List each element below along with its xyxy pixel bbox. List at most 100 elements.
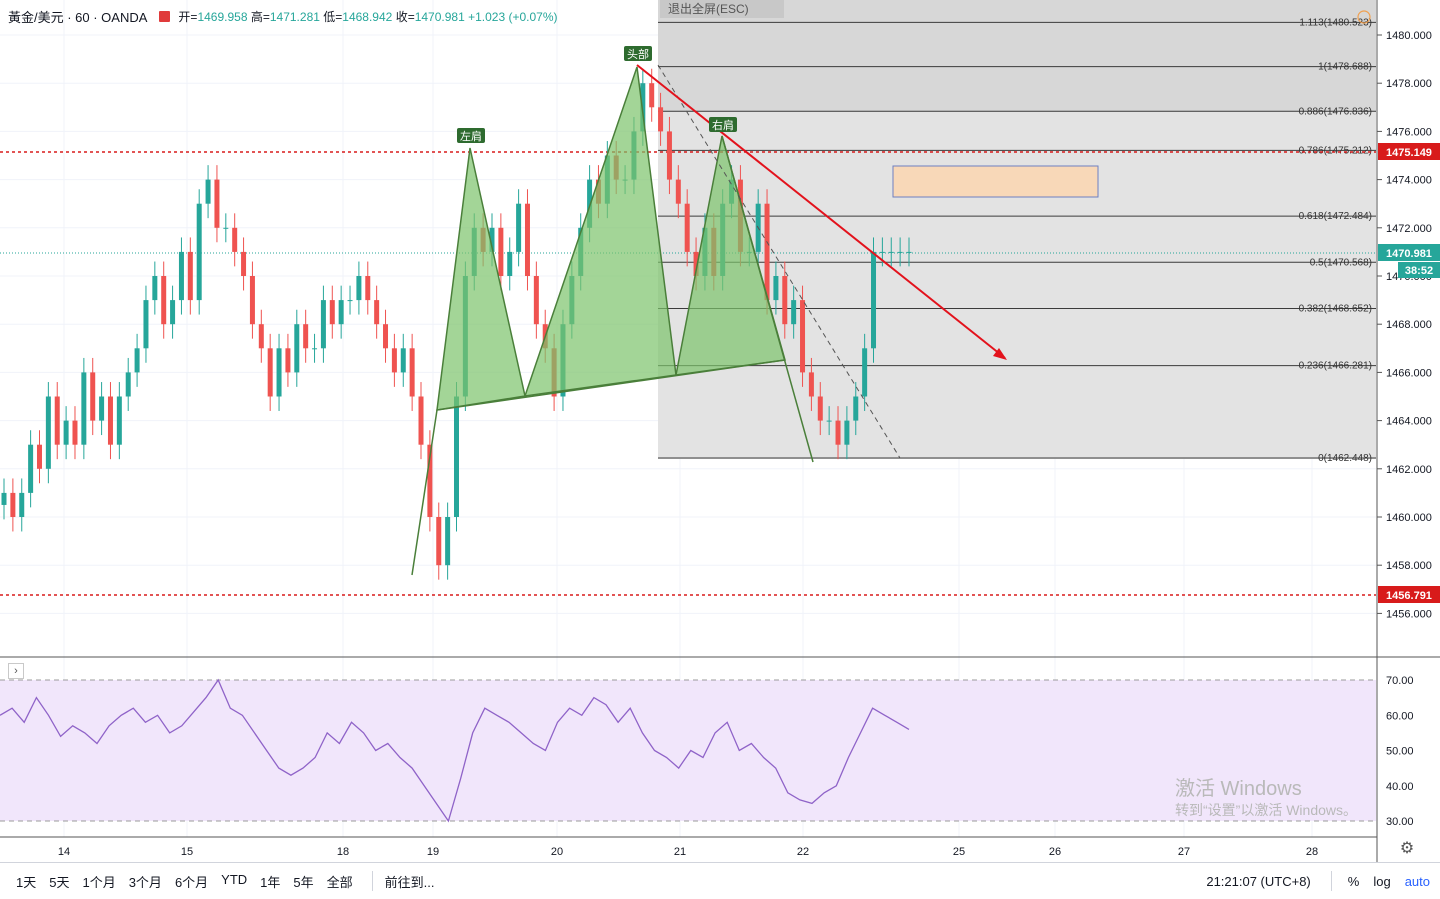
fib-level-label: 0.786(1475.212) bbox=[1299, 145, 1372, 156]
symbol-title[interactable]: 黃金/美元 · 60 · OANDA bbox=[8, 9, 148, 25]
candle-body bbox=[365, 276, 371, 301]
bottom-toolbar: 1天 5天 1个月 3个月 6个月 YTD 1年 5年 全部 前往到... 21… bbox=[0, 862, 1440, 899]
pattern-leg bbox=[721, 135, 814, 463]
candle-body bbox=[835, 420, 841, 445]
timeframe-1m[interactable]: 1个月 bbox=[82, 874, 116, 890]
candle-body bbox=[36, 444, 42, 469]
candle-body bbox=[170, 300, 176, 325]
neckline-trend-arrow[interactable] bbox=[636, 64, 1006, 359]
candle-body bbox=[436, 517, 442, 566]
candle-body bbox=[285, 348, 291, 373]
time-tick-label: 25 bbox=[953, 846, 965, 858]
timeframe-3m[interactable]: 3个月 bbox=[128, 874, 162, 890]
clock-display[interactable]: 21:21:07 (UTC+8) bbox=[1206, 873, 1311, 889]
candle-body bbox=[418, 396, 424, 445]
flag-icon[interactable] bbox=[159, 10, 171, 22]
pattern-triangle-1 bbox=[436, 147, 526, 411]
fib-level-label: 0.618(1472.484) bbox=[1299, 211, 1372, 222]
time-tick-label: 22 bbox=[797, 846, 809, 858]
candle-body bbox=[196, 203, 202, 301]
candle-body bbox=[871, 251, 877, 349]
timeframe-5y[interactable]: 5年 bbox=[293, 874, 314, 890]
svg-text:左肩: 左肩 bbox=[460, 129, 482, 143]
timeframe-6m[interactable]: 6个月 bbox=[174, 874, 209, 890]
candle-body bbox=[666, 131, 672, 180]
pattern-label-head: 头部 bbox=[624, 46, 652, 61]
candle-body bbox=[764, 203, 770, 301]
price-tick-label: 1460.000 bbox=[1386, 512, 1432, 524]
fib-retracement[interactable]: 1.113(1480.523) 1(1478.688) 0.886(1476.836… bbox=[658, 17, 1376, 464]
price-axis[interactable]: 1480.000 1478.000 1476.000 1474.000 1472.000… bbox=[1377, 30, 1432, 620]
price-tick-label: 1474.000 bbox=[1386, 175, 1432, 187]
candle-body bbox=[498, 227, 504, 276]
arrow-head bbox=[993, 348, 1007, 360]
candle-body bbox=[99, 396, 105, 421]
rsi-line bbox=[0, 678, 910, 823]
price-tick-label: 1472.000 bbox=[1386, 223, 1432, 235]
pattern-label-left-shoulder: 左肩 bbox=[457, 128, 485, 143]
pattern-outline bbox=[411, 359, 786, 576]
percent-scale-button[interactable]: % bbox=[1347, 873, 1360, 889]
open-label: 开= bbox=[178, 9, 198, 24]
svg-text:1456.791: 1456.791 bbox=[1386, 590, 1432, 602]
collapse-pane-button[interactable]: › bbox=[8, 663, 24, 679]
log-scale-button[interactable]: log bbox=[1373, 873, 1391, 889]
time-axis[interactable]: 14 15 18 19 20 21 22 25 26 27 28 bbox=[58, 846, 1318, 858]
candle-body bbox=[808, 372, 814, 397]
candle-body bbox=[303, 324, 309, 349]
candle-body bbox=[338, 300, 344, 325]
candle-body bbox=[116, 396, 122, 445]
candle-body bbox=[19, 492, 25, 517]
candle-body bbox=[844, 420, 850, 445]
timeframe-1d[interactable]: 1天 bbox=[16, 874, 37, 890]
candle-body bbox=[347, 300, 353, 302]
timeframe-1y[interactable]: 1年 bbox=[260, 874, 281, 890]
candle-body bbox=[81, 372, 87, 445]
candle-body bbox=[853, 396, 859, 421]
candle-body bbox=[329, 300, 335, 325]
candle-body bbox=[675, 179, 681, 204]
dashed-trendline[interactable] bbox=[657, 64, 901, 459]
timeframe-all[interactable]: 全部 bbox=[326, 874, 353, 890]
candle-body bbox=[205, 179, 211, 204]
candle-body bbox=[90, 372, 96, 421]
fib-level-label: 1.113(1480.523) bbox=[1299, 17, 1372, 28]
fib-zone-top bbox=[658, 0, 1376, 112]
time-tick-label: 20 bbox=[551, 846, 563, 858]
candle-body bbox=[45, 396, 51, 469]
time-tick-label: 18 bbox=[337, 846, 349, 858]
candle-body bbox=[54, 396, 60, 445]
goto-button[interactable]: 前往到... bbox=[384, 874, 435, 890]
timeframe-5d[interactable]: 5天 bbox=[49, 874, 70, 890]
target-box[interactable] bbox=[892, 165, 1099, 198]
low-value: 1468.942 bbox=[342, 9, 393, 24]
time-tick-label: 15 bbox=[181, 846, 193, 858]
candle-body bbox=[276, 348, 282, 397]
rsi-tick-label: 60.00 bbox=[1386, 710, 1414, 722]
settings-gear-icon[interactable]: ⚙ bbox=[1399, 840, 1415, 857]
head-shoulders-pattern[interactable] bbox=[411, 66, 814, 576]
auto-scale-button[interactable]: auto bbox=[1404, 873, 1430, 889]
time-tick-label: 21 bbox=[674, 846, 686, 858]
candle-body bbox=[267, 348, 273, 397]
toolbar-divider bbox=[371, 871, 373, 891]
exit-fullscreen-button[interactable]: 退出全屏(ESC) bbox=[660, 0, 784, 18]
rsi-axis[interactable]: 70.00 60.00 50.00 40.00 30.00 bbox=[1386, 675, 1414, 828]
candle-body bbox=[800, 300, 806, 373]
candle-body bbox=[445, 517, 451, 566]
high-label: 高= bbox=[250, 9, 270, 24]
candle-body bbox=[400, 348, 406, 373]
timeframe-buttons: 1天 5天 1个月 3个月 6个月 YTD 1年 5年 全部 bbox=[16, 872, 366, 891]
fib-level-label: 1(1478.688) bbox=[1318, 62, 1372, 73]
candle-body bbox=[10, 492, 16, 517]
candle-body bbox=[28, 444, 34, 493]
candle-body bbox=[791, 300, 797, 325]
time-tick-label: 26 bbox=[1049, 846, 1061, 858]
candle-body bbox=[107, 396, 113, 445]
price-tick-label: 1478.000 bbox=[1386, 78, 1432, 90]
timeframe-ytd[interactable]: YTD bbox=[221, 871, 248, 887]
candle-body bbox=[649, 83, 655, 108]
candle-body bbox=[862, 348, 868, 397]
alert-icon[interactable] bbox=[1357, 10, 1371, 24]
